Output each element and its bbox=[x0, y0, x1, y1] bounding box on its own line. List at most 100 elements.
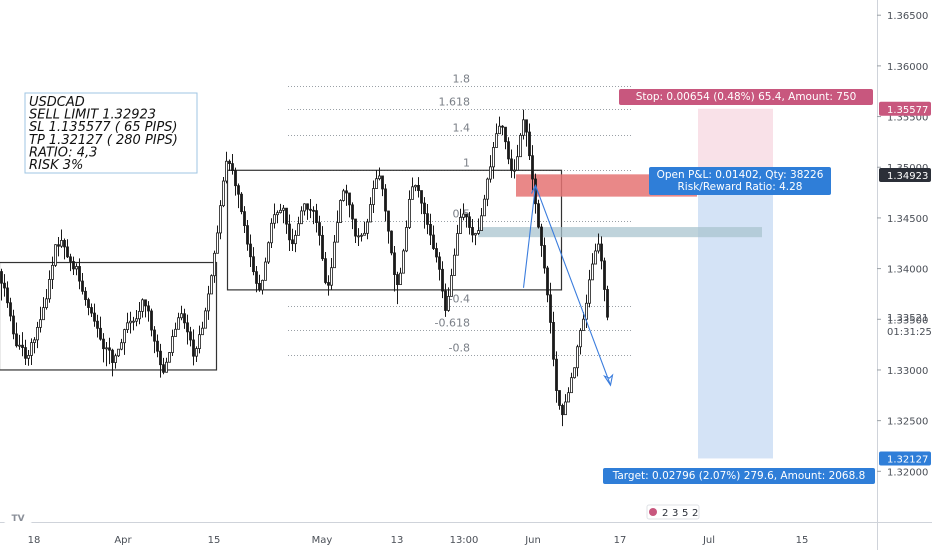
candle[interactable] bbox=[480, 207, 483, 231]
candle[interactable] bbox=[249, 234, 252, 267]
candle[interactable] bbox=[426, 204, 429, 235]
candle[interactable] bbox=[306, 203, 309, 220]
candle[interactable] bbox=[192, 329, 195, 366]
candle[interactable] bbox=[174, 322, 177, 337]
candle[interactable] bbox=[6, 281, 9, 308]
candle[interactable] bbox=[156, 334, 159, 358]
candle[interactable] bbox=[3, 274, 6, 297]
candle[interactable] bbox=[600, 236, 603, 270]
candle[interactable] bbox=[33, 337, 36, 354]
candle[interactable] bbox=[294, 230, 297, 253]
candle[interactable] bbox=[564, 394, 567, 416]
candle[interactable] bbox=[30, 338, 33, 365]
candle[interactable] bbox=[591, 253, 594, 281]
candle[interactable] bbox=[204, 307, 207, 329]
candle[interactable] bbox=[330, 258, 333, 290]
candle[interactable] bbox=[24, 339, 27, 365]
candle[interactable] bbox=[450, 268, 453, 297]
candle[interactable] bbox=[267, 241, 270, 265]
candle[interactable] bbox=[399, 267, 402, 286]
candle[interactable] bbox=[288, 214, 291, 251]
candle[interactable] bbox=[348, 192, 351, 218]
candle[interactable] bbox=[324, 251, 327, 285]
candle[interactable] bbox=[213, 250, 216, 283]
candle[interactable] bbox=[102, 333, 105, 363]
candle[interactable] bbox=[129, 311, 132, 334]
candle[interactable] bbox=[576, 344, 579, 377]
candle[interactable] bbox=[45, 288, 48, 310]
candle[interactable] bbox=[471, 219, 474, 243]
candle[interactable] bbox=[345, 184, 348, 206]
candle[interactable] bbox=[186, 314, 189, 345]
candle[interactable] bbox=[507, 137, 510, 165]
candle[interactable] bbox=[456, 224, 459, 256]
candle[interactable] bbox=[372, 180, 375, 214]
candle[interactable] bbox=[519, 133, 522, 158]
candle[interactable] bbox=[327, 275, 330, 296]
candle[interactable] bbox=[0, 268, 3, 301]
candle[interactable] bbox=[72, 256, 75, 275]
candle[interactable] bbox=[246, 220, 249, 251]
candle[interactable] bbox=[438, 252, 441, 281]
pnl-label[interactable]: Open P&L: 0.01402, Qty: 38226Risk/Reward… bbox=[649, 167, 831, 195]
candle[interactable] bbox=[99, 316, 102, 341]
candle[interactable] bbox=[474, 232, 477, 246]
candle[interactable] bbox=[504, 126, 507, 150]
candle[interactable] bbox=[252, 247, 255, 276]
candle[interactable] bbox=[477, 218, 480, 235]
candle[interactable] bbox=[342, 188, 345, 202]
candle[interactable] bbox=[531, 145, 534, 191]
candle[interactable] bbox=[375, 169, 378, 189]
candle[interactable] bbox=[273, 203, 276, 229]
candle[interactable] bbox=[555, 351, 558, 403]
demand-zone[interactable] bbox=[478, 227, 762, 238]
candle[interactable] bbox=[54, 244, 57, 267]
candle[interactable] bbox=[141, 298, 144, 318]
candle[interactable] bbox=[117, 348, 120, 357]
candle[interactable] bbox=[132, 316, 135, 331]
candle[interactable] bbox=[486, 177, 489, 207]
candle[interactable] bbox=[255, 265, 258, 293]
candle[interactable] bbox=[465, 213, 468, 228]
candle[interactable] bbox=[309, 198, 312, 219]
candle[interactable] bbox=[276, 210, 279, 224]
candle[interactable] bbox=[219, 200, 222, 240]
candle[interactable] bbox=[402, 248, 405, 274]
candle[interactable] bbox=[558, 390, 561, 410]
candle[interactable] bbox=[168, 352, 171, 363]
candle[interactable] bbox=[573, 367, 576, 379]
candle[interactable] bbox=[495, 123, 498, 148]
candle[interactable] bbox=[105, 341, 108, 367]
candle[interactable] bbox=[366, 218, 369, 240]
candle[interactable] bbox=[9, 297, 12, 322]
candle[interactable] bbox=[420, 190, 423, 215]
candle[interactable] bbox=[579, 328, 582, 355]
candle[interactable] bbox=[543, 237, 546, 274]
candle[interactable] bbox=[498, 116, 501, 135]
candle[interactable] bbox=[315, 203, 318, 233]
candle[interactable] bbox=[165, 357, 168, 373]
candle[interactable] bbox=[390, 230, 393, 256]
candle[interactable] bbox=[135, 310, 138, 327]
candle[interactable] bbox=[351, 202, 354, 230]
candle[interactable] bbox=[528, 123, 531, 161]
candle[interactable] bbox=[78, 258, 81, 290]
candle[interactable] bbox=[207, 285, 210, 320]
candle[interactable] bbox=[42, 297, 45, 321]
candle[interactable] bbox=[138, 301, 141, 325]
candle[interactable] bbox=[171, 329, 174, 356]
candle[interactable] bbox=[84, 287, 87, 306]
candle[interactable] bbox=[381, 175, 384, 197]
candle[interactable] bbox=[363, 221, 366, 236]
candle[interactable] bbox=[549, 282, 552, 334]
candle[interactable] bbox=[393, 245, 396, 292]
target-zone[interactable] bbox=[698, 175, 773, 459]
candle[interactable] bbox=[123, 328, 126, 355]
candle[interactable] bbox=[432, 225, 435, 250]
candle[interactable] bbox=[567, 387, 570, 403]
candle[interactable] bbox=[96, 314, 99, 338]
candle[interactable] bbox=[387, 210, 390, 244]
candle[interactable] bbox=[216, 225, 219, 254]
